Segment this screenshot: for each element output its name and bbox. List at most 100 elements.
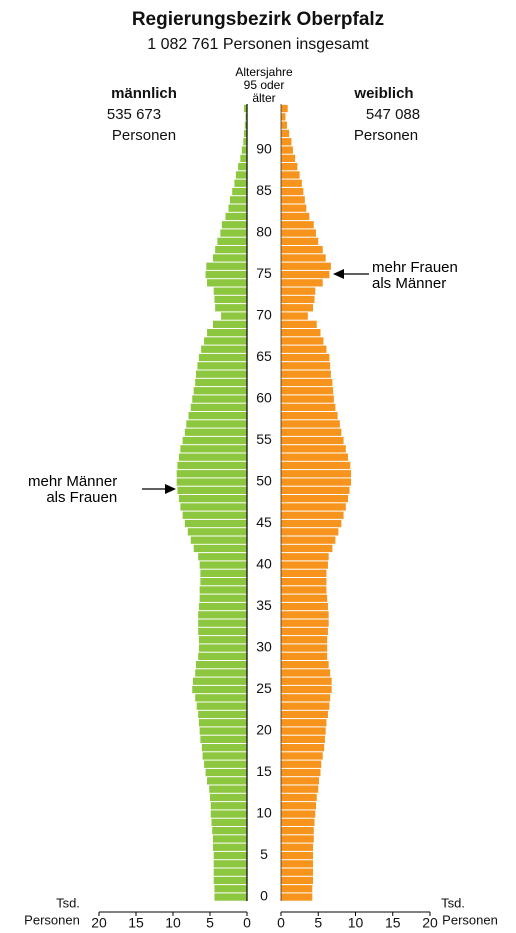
bar <box>198 627 247 636</box>
bar <box>180 503 247 511</box>
bar <box>200 578 247 586</box>
bar <box>281 295 315 304</box>
bar <box>281 453 349 461</box>
x-tick-label: 10 <box>165 915 181 931</box>
bar <box>186 420 247 428</box>
bar <box>281 652 328 660</box>
bar <box>190 403 247 411</box>
bar <box>192 395 247 403</box>
bar <box>281 445 346 453</box>
bar <box>234 179 247 187</box>
annotation-arrowhead <box>333 269 344 279</box>
bar <box>281 727 326 735</box>
bar <box>245 113 247 121</box>
bar <box>281 104 288 113</box>
x-tick-label: 20 <box>91 915 107 931</box>
bar <box>281 337 324 345</box>
bar <box>211 818 247 826</box>
bar <box>193 544 247 553</box>
bar <box>281 544 333 553</box>
bar <box>215 304 247 312</box>
bar <box>198 652 247 660</box>
annotation-line: als Männer <box>372 275 447 292</box>
top-age-label: 95 oder älter <box>243 78 285 105</box>
y-tick-label: 55 <box>256 431 272 447</box>
bar <box>281 470 352 478</box>
bar <box>281 528 339 536</box>
bar <box>281 719 327 727</box>
bar <box>281 461 351 470</box>
bar <box>281 246 323 254</box>
bar <box>281 287 316 295</box>
bar <box>198 644 247 652</box>
bar <box>281 412 338 420</box>
bar <box>192 677 247 685</box>
bar <box>225 212 247 221</box>
bar <box>281 312 308 320</box>
bar <box>200 735 247 743</box>
bar <box>184 519 247 528</box>
bar <box>207 279 247 287</box>
bar <box>281 710 328 719</box>
bar <box>244 129 247 138</box>
x-tick-label: 5 <box>314 915 322 931</box>
bar <box>281 237 319 245</box>
y-tick-label: 80 <box>256 224 272 240</box>
bar <box>213 851 247 860</box>
bar <box>281 279 323 287</box>
legend-label: männlich <box>111 85 177 102</box>
bar <box>281 146 293 154</box>
bar <box>281 893 313 901</box>
bar <box>281 611 329 619</box>
bar <box>214 295 247 304</box>
x-tick-label: 15 <box>128 915 144 931</box>
bar <box>281 387 334 395</box>
x-tick-label: 5 <box>206 915 214 931</box>
y-tick-label: 85 <box>256 182 272 198</box>
bar <box>235 171 247 179</box>
bar <box>281 113 286 121</box>
bar <box>212 843 247 851</box>
bar <box>221 221 247 229</box>
bar <box>281 495 349 503</box>
bar <box>199 594 247 602</box>
bar <box>176 478 247 486</box>
y-tick-label: 75 <box>256 265 272 281</box>
bar <box>204 760 247 768</box>
bar <box>281 627 328 636</box>
x-tick-label: 0 <box>277 915 285 931</box>
bar <box>281 154 296 162</box>
annotation: mehr Frauen als Männer <box>372 260 458 292</box>
bar <box>281 586 327 594</box>
bar <box>184 428 247 436</box>
bar <box>214 893 247 901</box>
bar <box>281 768 321 777</box>
bar <box>243 138 247 146</box>
bar <box>177 461 247 470</box>
bar <box>195 669 247 677</box>
bar <box>213 868 247 876</box>
bar <box>281 486 350 494</box>
bar <box>198 602 247 611</box>
bar <box>281 428 342 436</box>
bar <box>281 221 314 229</box>
bar <box>281 353 330 362</box>
bar <box>207 329 247 337</box>
bar <box>202 752 247 760</box>
bar <box>195 661 247 669</box>
bar <box>214 885 247 893</box>
bar <box>281 851 314 860</box>
bar <box>195 378 247 387</box>
annotation: mehr Männer als Frauen <box>28 474 117 506</box>
bar <box>281 212 310 221</box>
bar <box>281 752 323 760</box>
bar <box>281 436 344 445</box>
bar <box>281 478 352 486</box>
total-unit: Personen <box>354 127 418 144</box>
y-tick-label: 20 <box>256 722 272 738</box>
bar <box>232 187 247 196</box>
bar <box>198 636 247 644</box>
y-tick-label: 40 <box>256 556 272 572</box>
bar <box>281 511 344 519</box>
